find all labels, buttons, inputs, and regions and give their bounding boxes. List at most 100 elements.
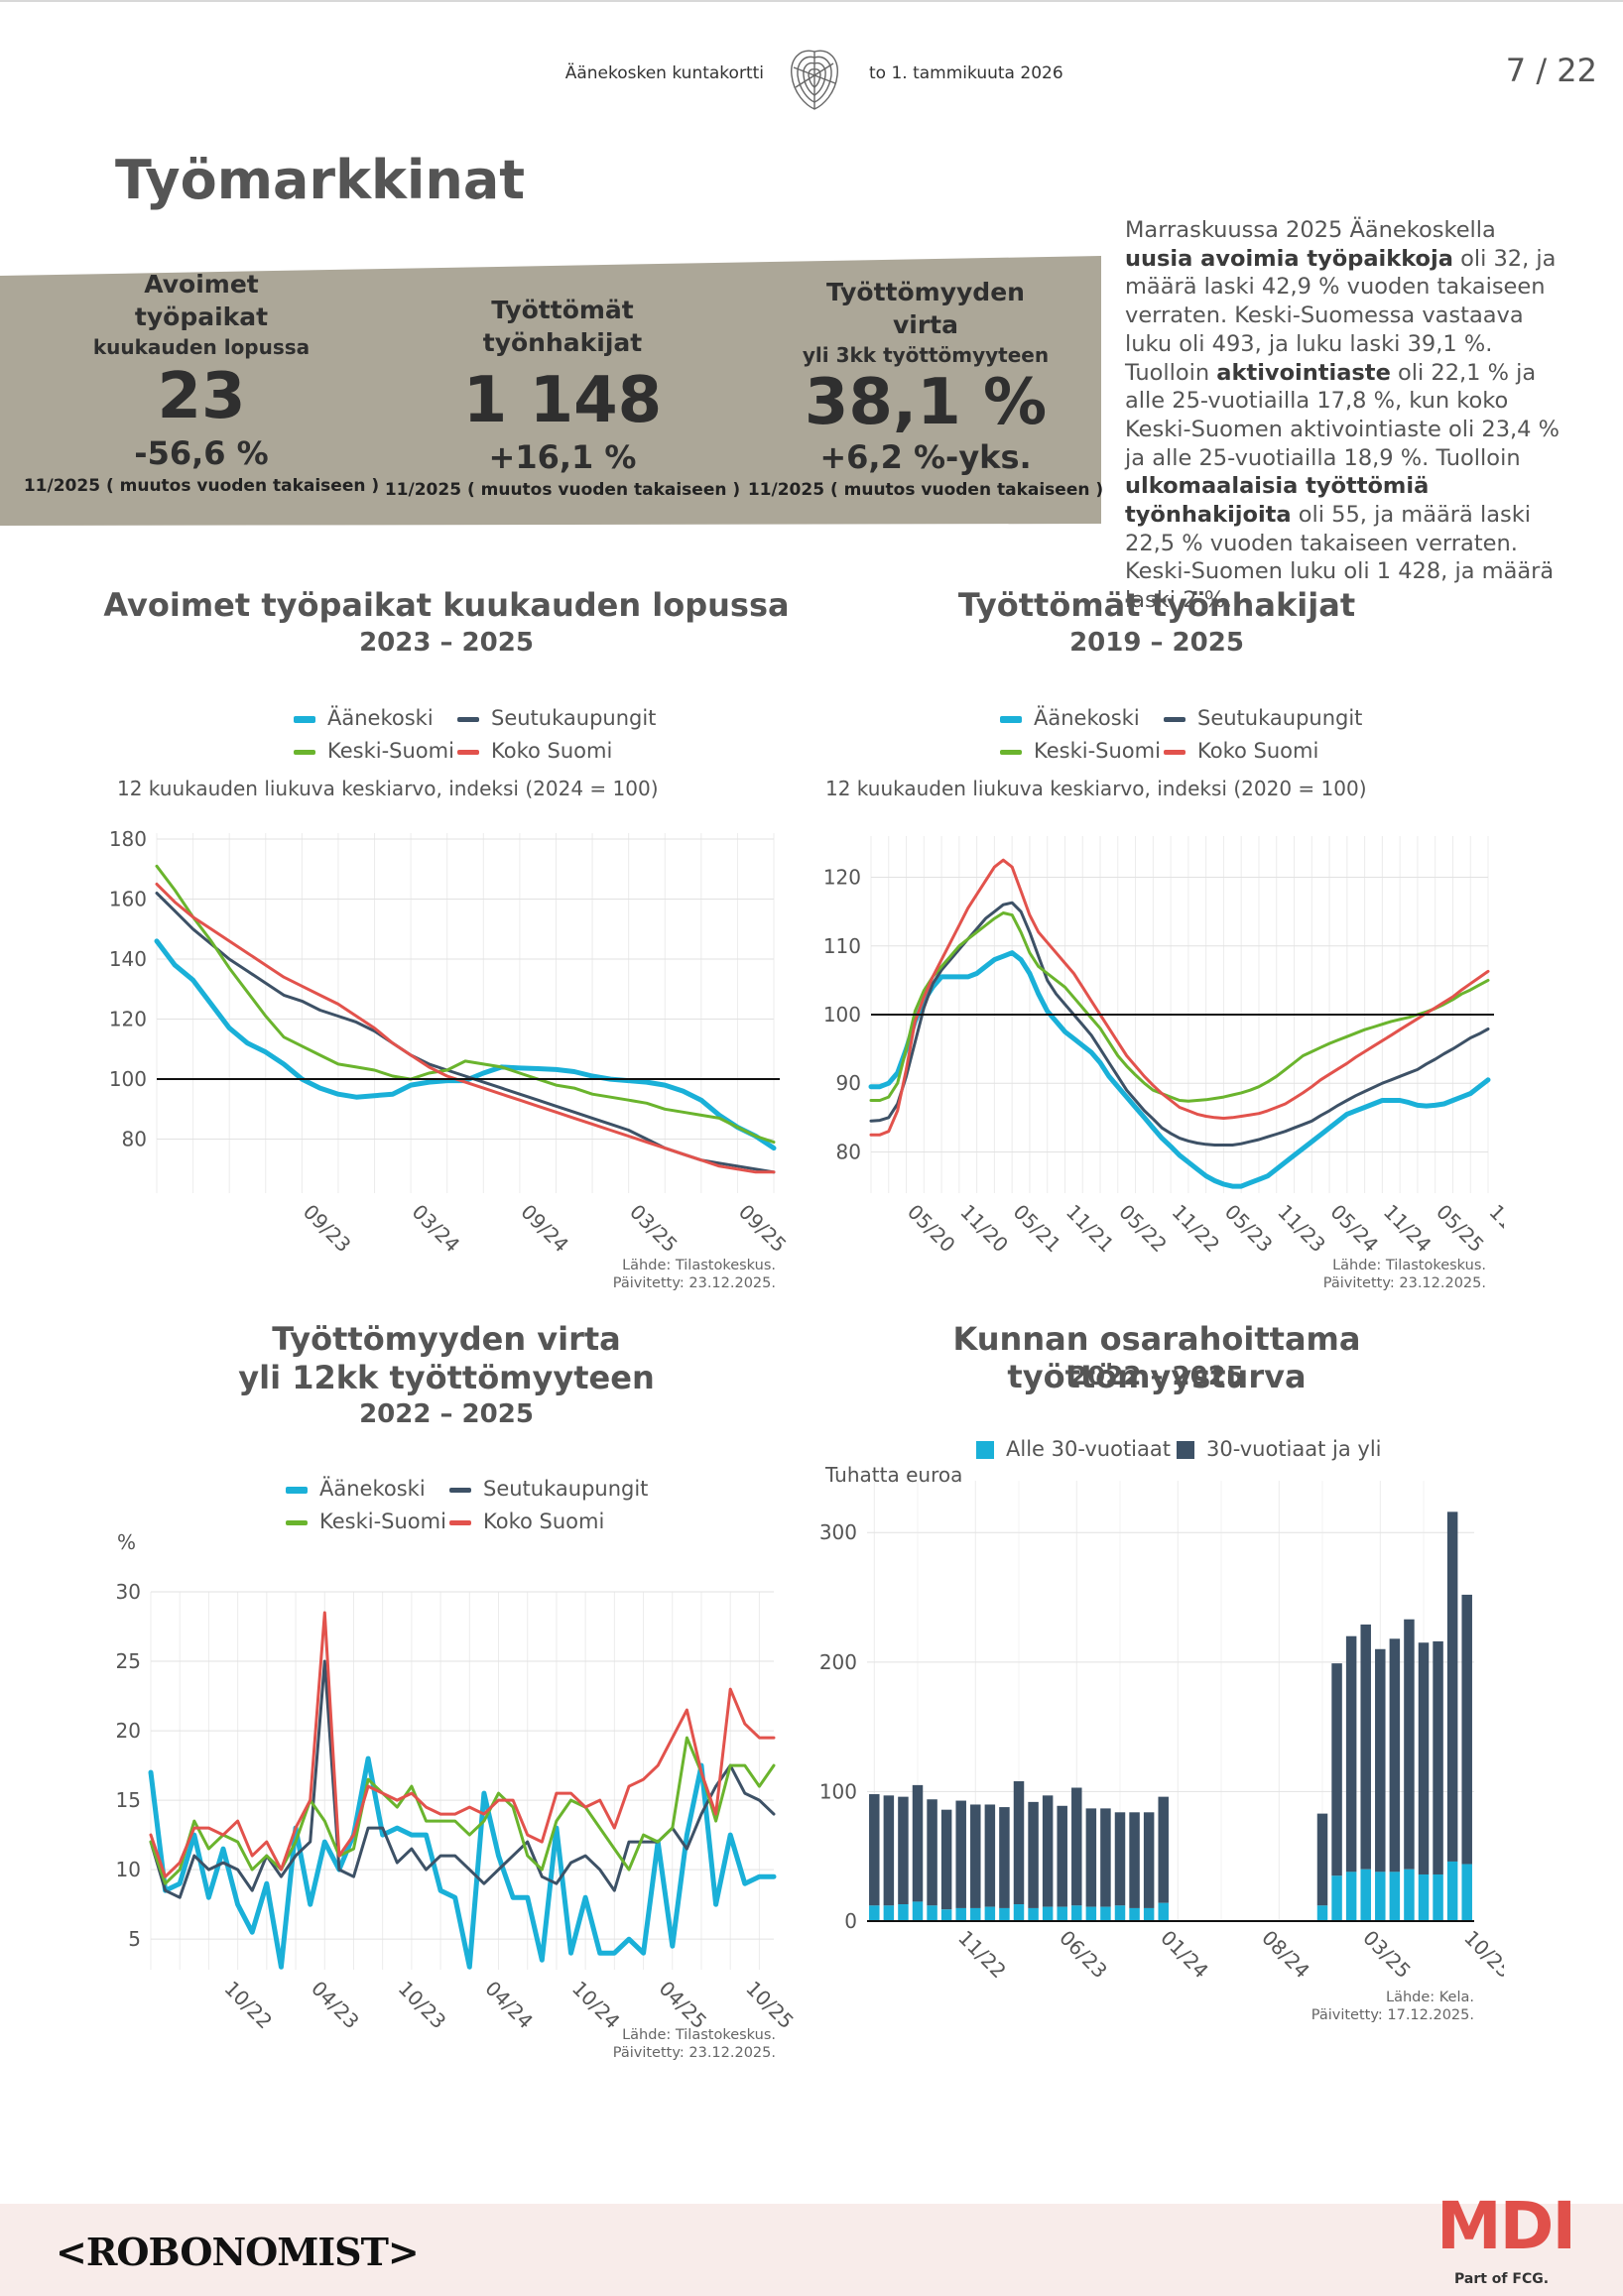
legend-item-aanekoski[interactable]: Äänekoski [294, 706, 434, 730]
series-line-aanekoski [148, 1755, 777, 1970]
bar-30-and-over [1360, 1624, 1371, 1870]
legend-item-seutukaupungit[interactable]: Seutukaupungit [457, 706, 656, 730]
bar-30-and-over [970, 1804, 981, 1908]
chart-title: Kunnan osarahoittama työttömyysturva [952, 1320, 1361, 1395]
legend-item-koko-suomi[interactable]: Koko Suomi [457, 739, 612, 763]
bar-under-30 [1404, 1869, 1415, 1921]
kpi-subtitle: kuukauden lopussa [92, 335, 311, 359]
x-tick-label: 11/22 [953, 1926, 1011, 1984]
legend-item-koko-suomi[interactable]: Koko Suomi [449, 1510, 604, 1533]
kpi-note: 11/2025 ( muutos vuoden takaiseen ) [23, 476, 380, 496]
page-number: 7 / 22 [1505, 52, 1597, 89]
bar-under-30 [869, 1905, 880, 1921]
legend-label: Alle 30-vuotiaat [1006, 1437, 1171, 1461]
y-tick-label: 5 [128, 1927, 141, 1951]
chart-ylabel: 12 kuukauden liukuva keskiarvo, indeksi … [117, 777, 659, 800]
chart-source-line: Päivitetty: 23.12.2025. [612, 2045, 776, 2061]
chart-years: 2023 – 2025 [359, 628, 534, 658]
bar-30-and-over [1013, 1780, 1025, 1905]
bar-under-30 [1129, 1907, 1140, 1921]
legend-item-seutukaupungit[interactable]: Seutukaupungit [1164, 706, 1362, 730]
legend-label: Keski-Suomi [1034, 739, 1161, 763]
chart-source-line: Lähde: Kela. [1385, 1990, 1474, 2005]
chart-ylabel: 12 kuukauden liukuva keskiarvo, indeksi … [825, 777, 1367, 800]
bar-30-and-over [1143, 1812, 1155, 1908]
bar-under-30 [1345, 1872, 1357, 1921]
legend-item-seutukaupungit[interactable]: Seutukaupungit [449, 1477, 648, 1501]
bar-under-30 [1071, 1905, 1082, 1921]
chart-title-line2: yli 12kk työttömyyteen [238, 1359, 655, 1396]
bar-30-and-over [883, 1795, 895, 1906]
y-tick-label: 100 [109, 1067, 147, 1091]
legend-item-under-30[interactable]: Alle 30-vuotiaat [976, 1437, 1171, 1461]
legend-label: Äänekoski [319, 1477, 426, 1501]
x-tick-label: 10/25 [741, 1977, 794, 2034]
kpi-title: työnhakijat [482, 328, 643, 357]
bar-under-30 [1375, 1872, 1386, 1921]
kpi-title: työpaikat [134, 302, 269, 331]
x-tick-label: 05/23 [1220, 1200, 1278, 1258]
x-tick-label: 03/24 [408, 1200, 465, 1258]
x-tick-label: 09/25 [734, 1200, 792, 1258]
bar-under-30 [1028, 1907, 1039, 1921]
kpi-title: Avoimet [144, 270, 259, 299]
y-tick-label: 80 [836, 1140, 861, 1163]
summary-text-highlight: aktivointiaste [1216, 359, 1391, 386]
y-tick-label: 10 [116, 1858, 141, 1881]
legend-label: 30-vuotiaat ja yli [1206, 1437, 1382, 1461]
x-tick-label: 01/24 [1156, 1926, 1213, 1984]
bar-under-30 [927, 1905, 937, 1921]
chart-unemployed: Työttömät työnhakijat 2019 – 2025 Ääneko… [810, 580, 1504, 1299]
page-header: Äänekosken kuntakortti to 1. tammikuuta … [0, 0, 1623, 129]
legend-item-keski-suomi[interactable]: Keski-Suomi [294, 739, 454, 763]
chart-unemployment-flow: Työttömyyden virta yli 12kk työttömyytee… [99, 1314, 794, 2068]
summary-text-part: Marraskuussa 2025 Äänekoskella [1125, 217, 1496, 243]
x-tick-label: 03/25 [625, 1200, 683, 1258]
x-tick-label: 04/23 [307, 1977, 364, 2034]
x-tick-label: 08/24 [1257, 1926, 1314, 1984]
legend-swatch [1000, 715, 1022, 723]
chart-legend: Alle 30-vuotiaat 30-vuotiaat ja yli [976, 1437, 1452, 1467]
series-line-keski [869, 911, 1490, 1103]
y-tick-label: 30 [116, 1580, 141, 1604]
chart-open-jobs: Avoimet työpaikat kuukauden lopussa 2023… [99, 580, 794, 1299]
bar-30-and-over [1114, 1812, 1126, 1906]
legend-item-30-and-over[interactable]: 30-vuotiaat ja yli [1177, 1437, 1382, 1461]
kpi-change: +16,1 % [488, 438, 637, 476]
kpi-band: Avoimet työpaikat kuukauden lopussa 23 -… [0, 256, 1103, 526]
bar-30-and-over [869, 1794, 880, 1906]
bar-under-30 [912, 1901, 924, 1921]
chart-years: 2019 – 2025 [1069, 628, 1244, 658]
chart-ylabel: % [117, 1530, 137, 1554]
legend-label: Seutukaupungit [483, 1477, 649, 1501]
series-line-keski [155, 864, 776, 1145]
legend-item-koko-suomi[interactable]: Koko Suomi [1164, 739, 1318, 763]
chart-title: Työttömyyden virta [272, 1320, 621, 1358]
summary-text-part: oli 55, ja määrä laski 22,5 % vuoden tak… [1125, 502, 1555, 614]
summary-text-highlight: uusia avoimia työpaikkoja [1125, 245, 1453, 272]
bar-30-and-over [999, 1807, 1010, 1908]
bar-under-30 [1013, 1904, 1025, 1921]
bar-under-30 [1114, 1905, 1126, 1921]
kpi-band-background [0, 256, 1101, 526]
x-tick-label: 05/22 [1114, 1200, 1172, 1258]
legend-label: Keski-Suomi [319, 1510, 446, 1533]
bar-30-and-over [927, 1799, 937, 1906]
bar-30-and-over [940, 1809, 952, 1910]
legend-swatch [449, 1519, 471, 1525]
bar-under-30 [955, 1907, 966, 1921]
x-tick-label: 09/24 [516, 1200, 573, 1258]
x-tick-label: 06/23 [1055, 1926, 1112, 1984]
series-line-koko [155, 882, 776, 1174]
chart-source-line: Päivitetty: 23.12.2025. [612, 1275, 776, 1291]
bar-30-and-over [1389, 1638, 1401, 1873]
chart-years: 2022 – 2025 [359, 1399, 534, 1429]
legend-item-keski-suomi[interactable]: Keski-Suomi [286, 1510, 446, 1533]
chart-plot: 809010011012005/2011/2005/2111/2105/2211… [823, 836, 1504, 1258]
legend-item-keski-suomi[interactable]: Keski-Suomi [1000, 739, 1161, 763]
legend-item-aanekoski[interactable]: Äänekoski [1000, 706, 1140, 730]
bar-30-and-over [1057, 1805, 1067, 1907]
legend-swatch [976, 1441, 994, 1459]
chart-unemployment-benefit: Kunnan osarahoittama työttömyysturva 202… [810, 1314, 1504, 2068]
legend-item-aanekoski[interactable]: Äänekoski [286, 1477, 426, 1501]
